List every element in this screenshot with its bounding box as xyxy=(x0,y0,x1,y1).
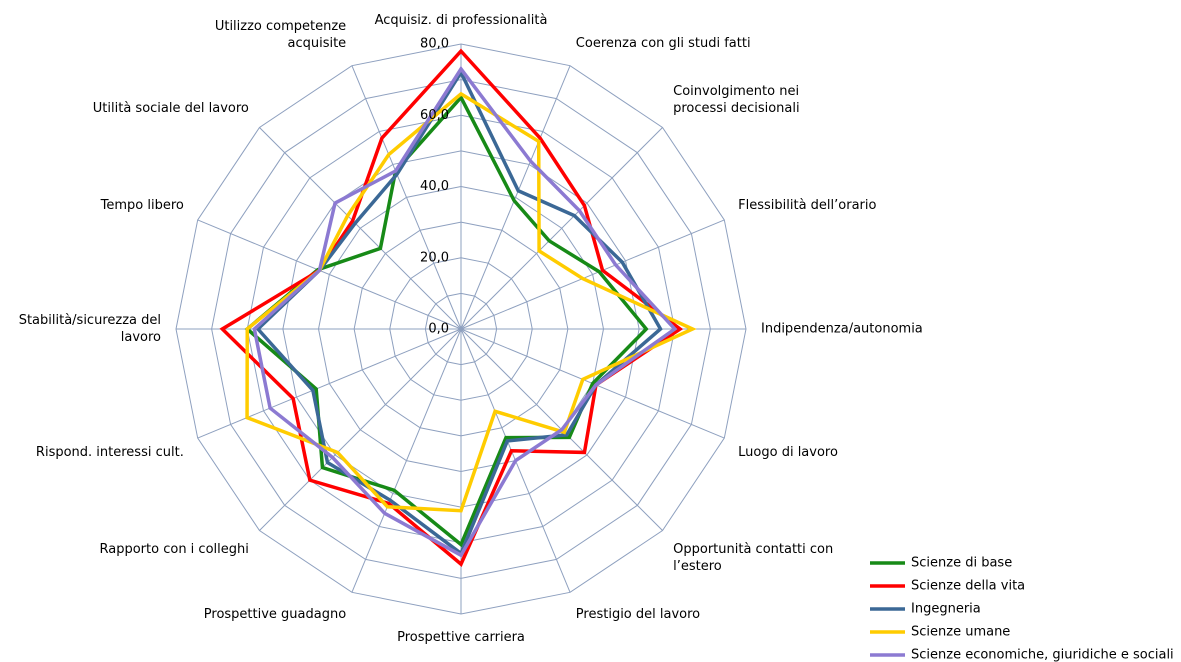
legend-label: Scienze umane xyxy=(911,625,1010,640)
category-label: Tempo libero xyxy=(100,198,184,214)
legend-label: Scienze economiche, giuridiche e sociali xyxy=(911,648,1174,662)
category-label: Utilità sociale del lavoro xyxy=(92,100,249,116)
spoke xyxy=(197,219,462,330)
category-label: Acquisiz. di professionalità xyxy=(374,13,548,28)
spoke xyxy=(259,127,462,330)
category-label: Indipendenza/autonomia xyxy=(761,321,923,337)
spoke xyxy=(351,328,462,593)
category-label: Stabilità/sicurezza del lavoro xyxy=(18,313,161,345)
spoke xyxy=(460,65,571,330)
series-line xyxy=(245,91,697,513)
category-label: Flessibilità dell’orario xyxy=(738,198,877,214)
category-label: Rapporto con i colleghi xyxy=(99,542,249,558)
tick-label: 40,0 xyxy=(420,179,449,194)
legend-label: Ingegneria xyxy=(911,602,981,617)
tick-label: 20,0 xyxy=(420,250,449,265)
category-label: Rispond. interessi cult. xyxy=(35,444,184,460)
spoke xyxy=(351,65,462,330)
series-line xyxy=(252,65,678,558)
spoke xyxy=(460,127,663,330)
legend-label: Scienze di base xyxy=(911,556,1012,571)
spoke xyxy=(197,328,462,439)
tick-label: 80,0 xyxy=(420,37,449,52)
legend-label: Scienze della vita xyxy=(911,579,1025,594)
series-line xyxy=(219,48,684,567)
category-label: Coinvolgimento nei processi decisionali xyxy=(673,83,800,116)
category-label: Coerenza con gli studi fatti xyxy=(575,35,751,51)
category-label: Luogo di lavoro xyxy=(738,444,838,460)
category-label: Opportunità contatti con l’estero xyxy=(673,542,834,575)
category-label: Utilizzo competenze acquisite xyxy=(214,18,347,51)
tick-label: 60,0 xyxy=(420,108,449,123)
spoke xyxy=(460,219,725,330)
category-label: Prospettive carriera xyxy=(397,630,525,645)
series-line xyxy=(244,94,649,548)
category-label: Prestigio del lavoro xyxy=(575,607,701,623)
spoke xyxy=(259,328,462,531)
tick-label: 0,0 xyxy=(428,322,449,337)
category-label: Prospettive guadagno xyxy=(203,607,347,623)
